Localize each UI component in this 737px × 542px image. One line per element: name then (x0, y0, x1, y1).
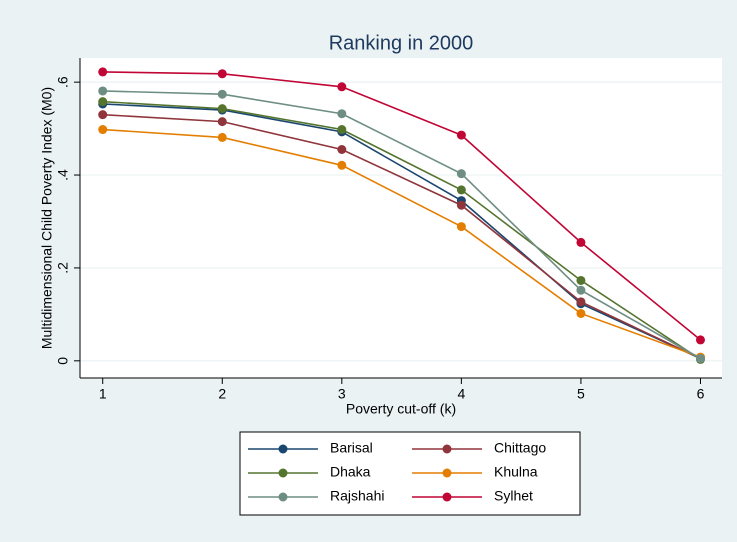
point (576, 297, 586, 307)
point (337, 144, 347, 154)
point (98, 125, 108, 135)
y-tick-label: 0 (55, 357, 71, 365)
point (98, 110, 108, 120)
x-tick-label: 1 (99, 386, 107, 402)
point (217, 89, 227, 99)
series-line (102, 100, 701, 361)
point (337, 125, 347, 135)
point (695, 335, 705, 345)
legend-label: Chittago (494, 440, 546, 456)
point (456, 200, 466, 210)
x-tick-label: 3 (338, 386, 346, 402)
legend-label: Barisal (330, 440, 373, 456)
point (456, 185, 466, 195)
legend-label: Sylhet (494, 488, 533, 504)
legend-label: Rajshahi (330, 488, 384, 504)
point (576, 237, 586, 247)
legend-marker (278, 492, 288, 502)
x-tick-label: 4 (457, 386, 465, 402)
point (98, 67, 108, 77)
point (695, 353, 705, 363)
series-line (102, 113, 701, 360)
point (98, 86, 108, 96)
y-axis-title: Multidimensional Child Poverty Index (M0… (39, 87, 55, 349)
point (456, 222, 466, 232)
legend-marker (442, 492, 452, 502)
point (217, 104, 227, 114)
y-tick-label: .2 (55, 262, 71, 274)
point (337, 82, 347, 92)
legend-marker (278, 468, 288, 478)
series-line (102, 71, 701, 341)
series-line (102, 128, 701, 358)
point (217, 69, 227, 79)
point (456, 169, 466, 179)
y-tick-label: .4 (55, 169, 71, 181)
legend-label: Khulna (494, 464, 538, 480)
legend-label: Dhaka (330, 464, 371, 480)
point (337, 160, 347, 170)
x-tick-label: 6 (697, 386, 705, 402)
point (217, 117, 227, 127)
point (337, 109, 347, 119)
point (576, 275, 586, 285)
point (576, 285, 586, 295)
x-tick-label: 5 (577, 386, 585, 402)
point (217, 132, 227, 142)
point (576, 308, 586, 318)
series-line (102, 90, 701, 360)
y-tick-label: .6 (55, 76, 71, 88)
x-tick-label: 2 (218, 386, 226, 402)
x-axis-title: Poverty cut-off (k) (346, 401, 456, 417)
legend-marker (442, 468, 452, 478)
series-line (102, 103, 701, 360)
chart-title: Ranking in 2000 (329, 32, 474, 54)
legend-marker (278, 444, 288, 454)
point (456, 130, 466, 140)
legend-marker (442, 444, 452, 454)
point (98, 97, 108, 107)
